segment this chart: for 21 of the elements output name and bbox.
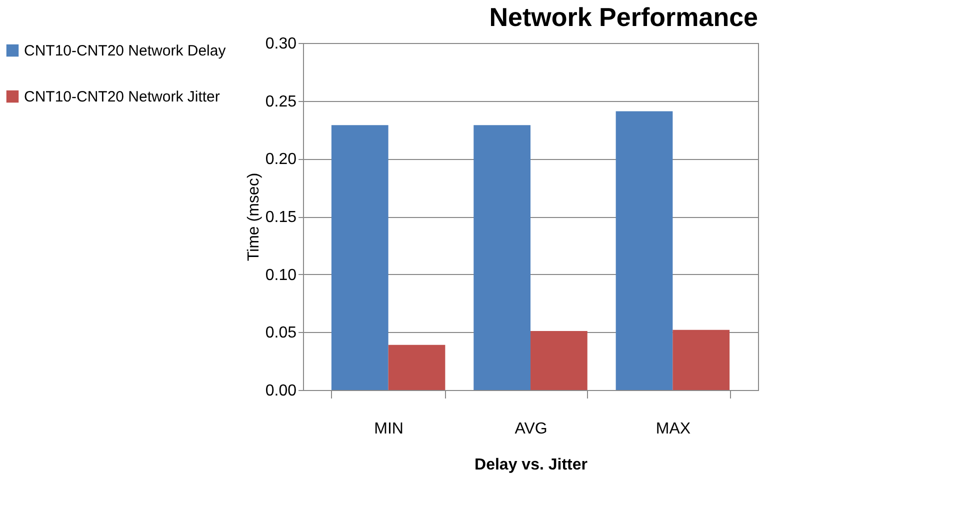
bar: [388, 344, 446, 390]
legend-label: CNT10-CNT20 Network Delay: [24, 42, 226, 60]
bar: [616, 111, 673, 390]
bar: [672, 330, 730, 390]
chart-title: Network Performance: [489, 2, 758, 32]
y-tick-label: 0.30: [265, 36, 297, 52]
bar: [474, 125, 530, 390]
y-tick-label: 0.25: [265, 93, 297, 110]
y-axis-title: Time (msec): [245, 172, 262, 262]
x-tick-label: MAX: [656, 420, 691, 438]
y-tick-label: 0.15: [265, 209, 297, 226]
x-tick-label: MIN: [374, 420, 404, 438]
legend-label: CNT10-CNT20 Network Jitter: [24, 88, 220, 106]
y-tick-label: 0.10: [265, 266, 297, 284]
x-axis-title: Delay vs. Jitter: [474, 456, 588, 474]
bar: [530, 331, 588, 390]
y-tick-label: 0.20: [265, 151, 297, 168]
y-tick-label: 0.00: [265, 382, 297, 400]
bar: [331, 125, 388, 390]
x-tick-label: AVG: [514, 420, 548, 438]
y-tick-label: 0.05: [265, 324, 297, 342]
